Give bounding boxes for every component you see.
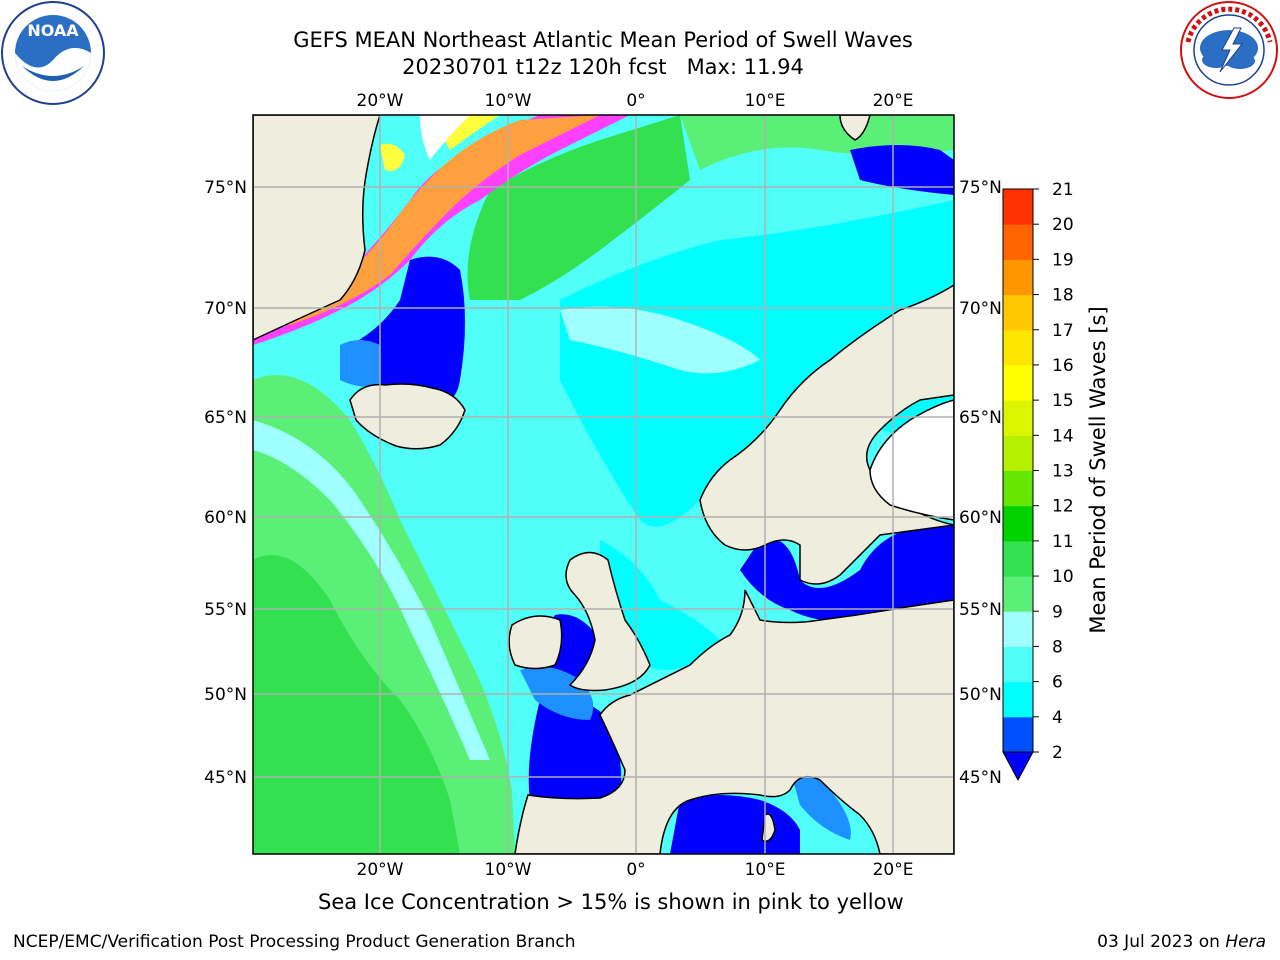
sea-ice-orange [253, 115, 600, 325]
colorbar-tick-label: 15 [1052, 391, 1074, 411]
colorbar: 2 4 6 8 9 10 11 12 13 14 15 16 17 18 19 20 21 [1002, 180, 1074, 782]
colorbar-band [1003, 611, 1033, 647]
colorbar-band [1003, 294, 1033, 331]
colorbar-tick-label: 9 [1052, 602, 1063, 622]
swell-band-mid-blue-iceland [340, 340, 380, 387]
swell-band-cyan-norwegian [560, 200, 954, 527]
lon-label-top-10w: 10°W [485, 91, 532, 111]
lat-label-left-75n: 75°N [204, 178, 247, 198]
colorbar-tick-label: 10 [1052, 567, 1074, 587]
colorbar-tick-label: 19 [1052, 250, 1074, 270]
lat-label-right-70n: 70°N [959, 299, 1002, 319]
swell-band-dark-green-west [253, 555, 460, 854]
lat-label-left-55n: 55°N [204, 600, 247, 620]
land-europe [514, 589, 954, 854]
lon-label-bottom-10w: 10°W [485, 860, 532, 880]
lon-label-bottom-20w: 20°W [357, 860, 404, 880]
lat-label-right-75n: 75°N [959, 178, 1002, 198]
colorbar-band [1003, 681, 1033, 718]
land-masses [253, 115, 954, 854]
swell-band-light-cyan-west [253, 420, 490, 760]
colorbar-tick-label: 17 [1052, 321, 1074, 341]
colorbar-tick-label: 18 [1052, 286, 1074, 306]
swell-band-green-north [467, 115, 690, 300]
colorbar-band [1003, 364, 1033, 401]
lon-label-top-10e: 10°E [745, 91, 786, 111]
colorbar-title: Mean Period of Swell Waves [s] [1086, 306, 1110, 633]
footer-credit: NCEP/EMC/Verification Post Processing Pr… [13, 932, 576, 952]
sea-ice-white [420, 115, 470, 160]
colorbar-tick-label: 2 [1052, 743, 1063, 763]
lon-label-top-20w: 20°W [357, 91, 404, 111]
colorbar-tick-label: 14 [1052, 426, 1074, 446]
colorbar-tick-label: 6 [1052, 673, 1063, 693]
lon-label-bottom-20e: 20°E [873, 860, 914, 880]
colorbar-band [1003, 400, 1033, 436]
lat-label-left-60n: 60°N [204, 508, 247, 528]
colorbar-band [1003, 576, 1033, 612]
colorbar-tick-label: 4 [1052, 708, 1063, 728]
land-scandinavia [699, 284, 954, 585]
map-frame [252, 114, 955, 855]
land-svalbard [839, 115, 871, 141]
sea-ice-note: Sea Ice Concentration > 15% is shown in … [318, 890, 904, 914]
footer-date-text: 03 Jul 2023 on [1097, 932, 1226, 952]
colorbar-band [1003, 716, 1033, 753]
lon-label-top-0: 0° [626, 91, 645, 111]
chart-subtitle: 20230701 t12z 120h fcst Max: 11.94 [402, 55, 804, 79]
swell-band-blue-biscay [528, 697, 622, 800]
colorbar-band [1003, 259, 1033, 296]
footer-machine: Hera [1225, 932, 1266, 952]
colorbar-tick-label: 8 [1052, 637, 1063, 657]
lat-label-left-70n: 70°N [204, 299, 247, 319]
lat-label-left-45n: 45°N [204, 768, 247, 788]
lat-label-right-45n: 45°N [959, 768, 1002, 788]
lat-label-right-50n: 50°N [959, 685, 1002, 705]
noaa-logo-text: NOAA [27, 21, 79, 40]
lat-label-left-65n: 65°N [204, 408, 247, 428]
lat-label-right-60n: 60°N [959, 508, 1002, 528]
lat-label-right-55n: 55°N [959, 600, 1002, 620]
colorbar-extend-triangle [1002, 751, 1034, 782]
noaa-logo: NOAA [1, 1, 105, 105]
colorbar-tick-label: 20 [1052, 215, 1074, 235]
swell-band-light-norwegian [560, 306, 760, 374]
graticule [253, 115, 954, 854]
land-greenland [253, 115, 381, 341]
colorbar-band [1003, 540, 1033, 577]
colorbar-band [1003, 189, 1033, 225]
colorbar-band [1003, 646, 1033, 683]
colorbar-band [1003, 435, 1033, 471]
sea-ice-yellow-b [380, 143, 405, 171]
colorbar-tick-label: 13 [1052, 462, 1074, 482]
lon-label-bottom-0: 0° [626, 860, 645, 880]
colorbar-tick-label: 16 [1052, 356, 1074, 376]
swell-band-green-arctic [680, 115, 954, 170]
colorbar-tick-label: 21 [1052, 180, 1074, 200]
lon-label-bottom-10e: 10°E [745, 860, 786, 880]
colorbar-band [1003, 505, 1033, 542]
land-great-britain [565, 551, 651, 692]
colorbar-band [1003, 470, 1033, 507]
footer-date: 03 Jul 2023 on Hera [1097, 932, 1266, 952]
swell-band-blue-adriatic [790, 769, 851, 840]
lon-label-top-20e: 20°E [873, 91, 914, 111]
nws-logo [1180, 1, 1278, 99]
chart-title: GEFS MEAN Northeast Atlantic Mean Period… [293, 28, 913, 52]
land-ireland [508, 615, 563, 670]
colorbar-tick-label: 11 [1052, 532, 1074, 552]
swell-band-blue-baltic [740, 525, 954, 622]
swell-band-blue-barents [850, 145, 954, 195]
lat-label-right-65n: 65°N [959, 408, 1002, 428]
colorbar-band [1003, 329, 1033, 366]
map-area [253, 115, 954, 854]
lat-label-left-50n: 50°N [204, 685, 247, 705]
colorbar-tick-label: 12 [1052, 497, 1074, 517]
colorbar-band [1003, 224, 1033, 260]
